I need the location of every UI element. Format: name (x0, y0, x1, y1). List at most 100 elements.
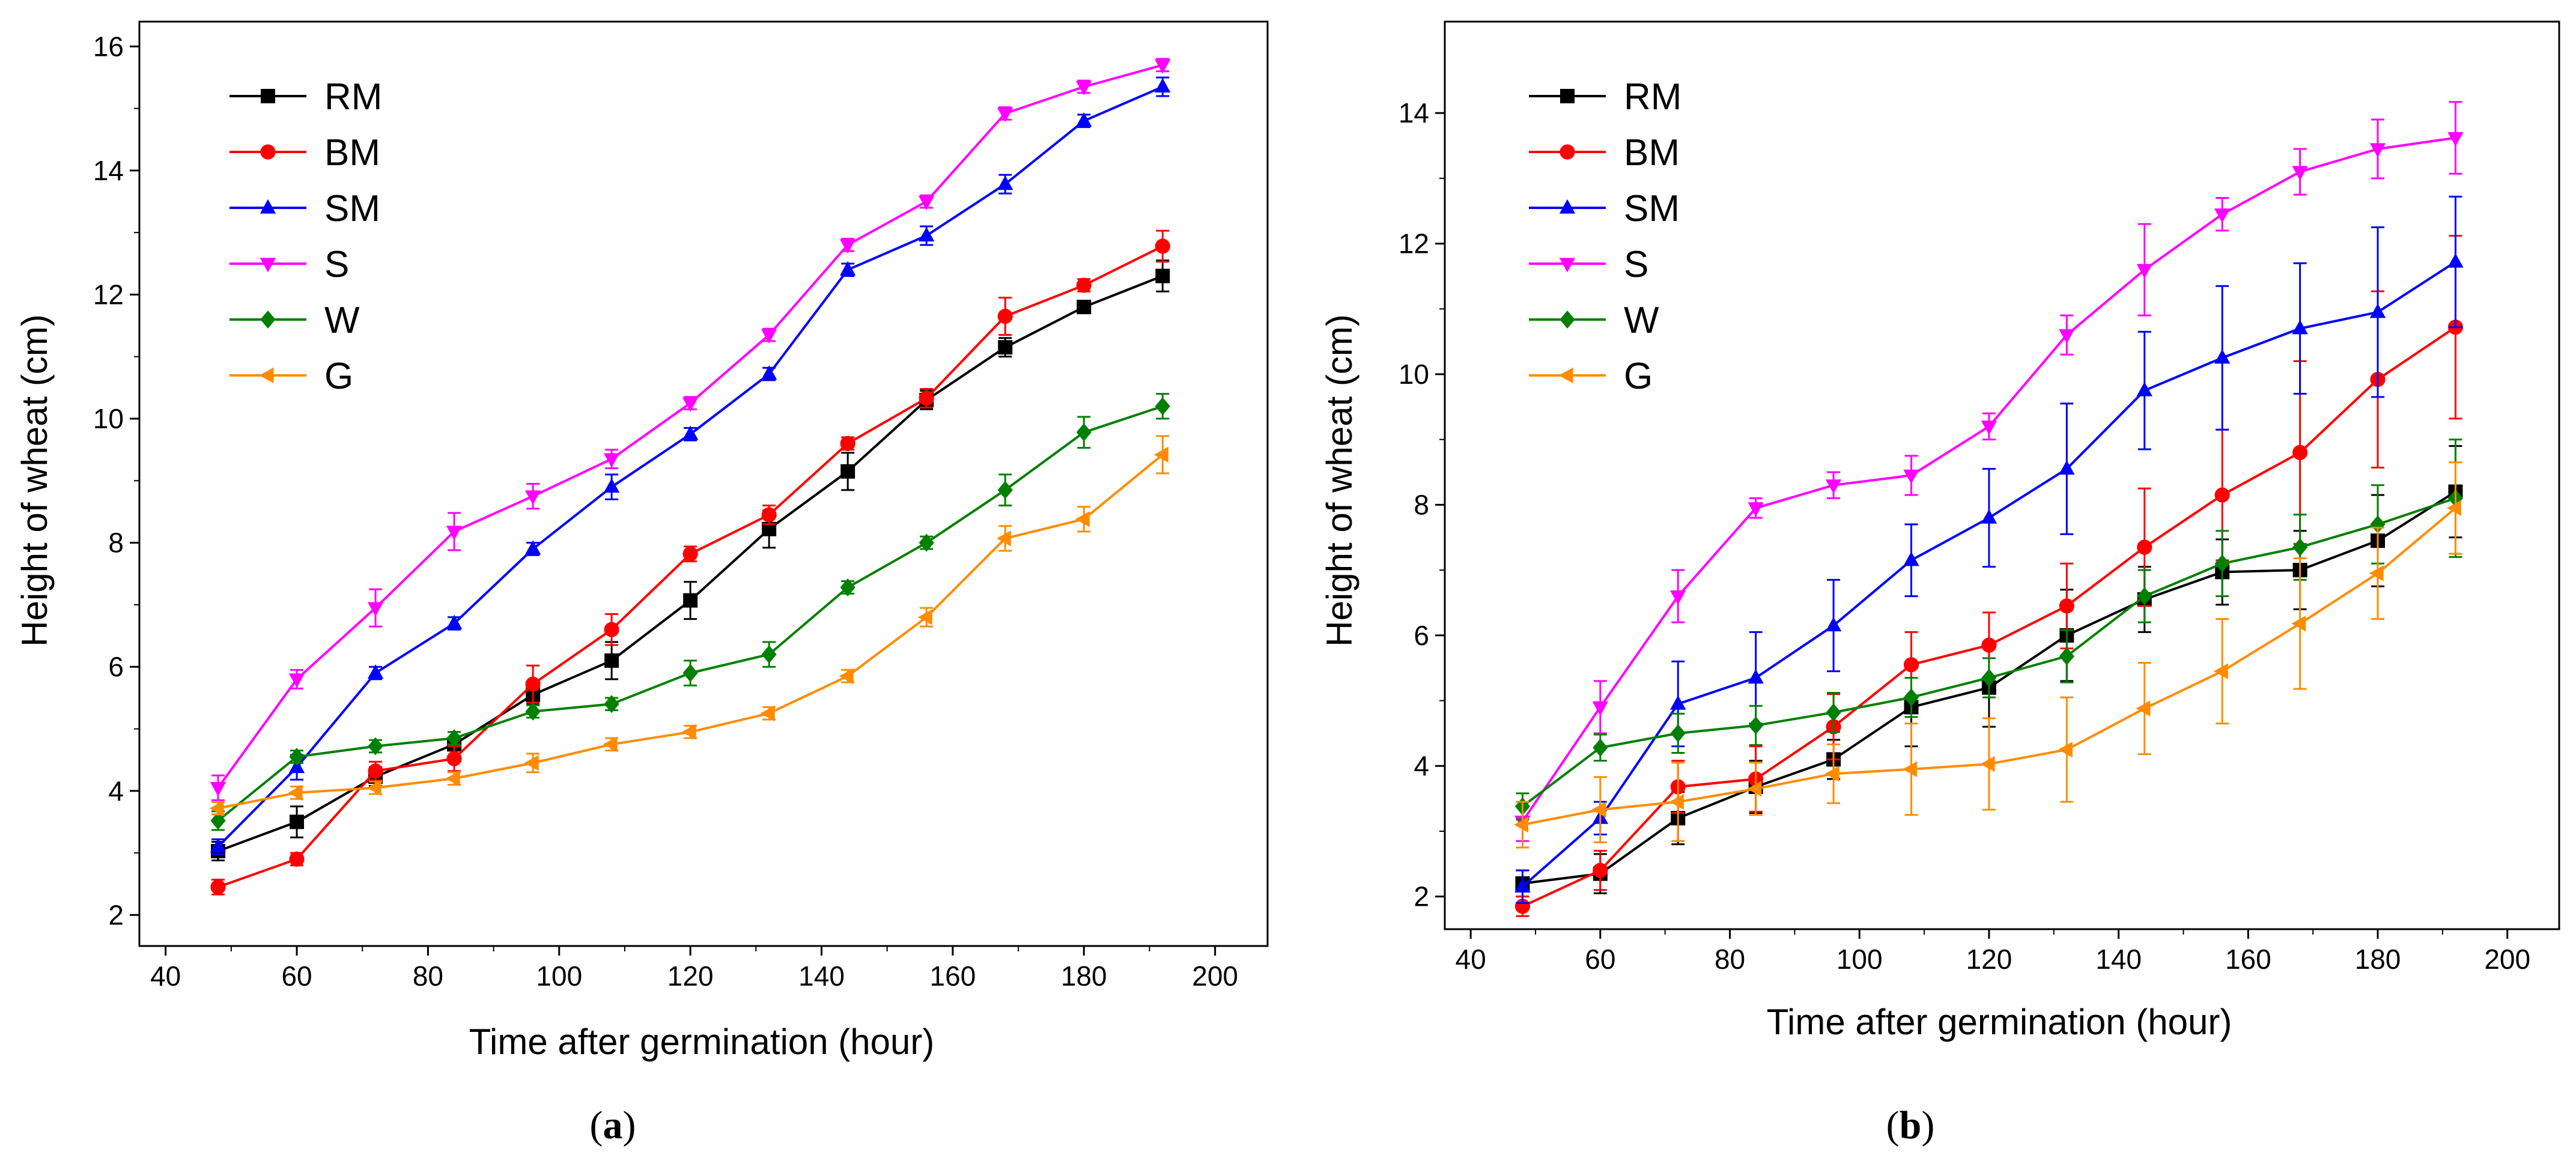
data-point-S-a (840, 239, 856, 254)
legend-item-S-b: S (1529, 244, 1648, 285)
data-point-RM-a (290, 814, 305, 829)
data-point-W-a (1076, 423, 1092, 441)
y-tick-label-b: 2 (1414, 881, 1429, 912)
chart-panel-b: 40 60 80 100 120 140 160 180 200 2 4 6 8 10 12 14 RM BM S… (1319, 20, 2560, 1147)
data-point-W-a (289, 747, 305, 766)
data-point-G-b (2447, 500, 2462, 517)
data-point-BM-b (2059, 598, 2074, 614)
legend-label-G-a: G (324, 356, 353, 397)
x-tick-label-b: 60 (1585, 944, 1615, 975)
series-G-b (1514, 461, 2462, 849)
data-point-G-a (524, 755, 539, 771)
data-point-RM-a (1155, 268, 1170, 283)
data-point-SM-b (2059, 460, 2075, 475)
data-point-S-b (2369, 143, 2386, 158)
data-point-W-a (997, 480, 1013, 499)
data-point-G-a (209, 800, 224, 816)
data-point-W-b (1826, 703, 1841, 722)
legend-label-BM-a: BM (324, 132, 380, 174)
y-tick-label-b: 10 (1399, 359, 1429, 390)
legend-label-W-b: W (1624, 300, 1659, 341)
x-tick-label-b: 40 (1456, 944, 1486, 975)
data-point-BM-a (997, 309, 1013, 324)
data-point-G-a (681, 724, 696, 740)
data-point-G-b (1591, 801, 1606, 818)
y-tick-label-a: 6 (108, 651, 124, 682)
legend-item-S-a: S (229, 244, 349, 285)
legend-marker-BM-b (1560, 144, 1575, 160)
x-tick-label-b: 180 (2355, 944, 2401, 975)
data-point-G-a (288, 784, 303, 801)
x-tick-label-a: 40 (150, 960, 181, 992)
data-point-BM-a (210, 879, 226, 895)
data-point-RM-a (762, 521, 777, 536)
data-point-W-a (919, 533, 934, 552)
caption-b: (b) (1886, 1103, 1935, 1147)
data-point-G-a (445, 770, 460, 787)
series-line-RM-a (217, 274, 1164, 852)
series-SM-b (1514, 195, 2464, 905)
data-point-SM-b (1903, 551, 1919, 566)
legend-item-RM-b: RM (1529, 76, 1681, 118)
legend-item-SM-a: SM (229, 188, 380, 229)
data-point-RM-a (998, 340, 1013, 355)
data-point-BM-b (1593, 862, 1608, 878)
data-point-W-a (604, 695, 619, 714)
data-point-BM-a (604, 622, 619, 637)
y-tick-label-b: 4 (1414, 750, 1429, 781)
x-tick-label-a: 120 (667, 960, 714, 992)
data-point-W-a (840, 578, 855, 596)
data-point-G-b (1747, 781, 1762, 797)
data-point-G-b (2291, 616, 2306, 632)
y-axis-title-a: Height of wheat (cm) (14, 314, 55, 647)
y-tick-label-b: 12 (1399, 228, 1429, 259)
legend-item-G-b: G (1529, 356, 1653, 397)
legend-label-S-a: S (324, 244, 349, 285)
data-point-SM-a (1076, 112, 1092, 127)
data-point-SM-b (1670, 695, 1686, 710)
data-point-SM-b (1514, 878, 1531, 893)
data-point-W-b (2370, 515, 2386, 534)
data-point-S-b (2292, 166, 2308, 181)
data-point-SM-b (2214, 349, 2231, 364)
series-W-a (210, 393, 1170, 831)
data-point-SM-b (2136, 381, 2152, 396)
data-point-S-b (2059, 329, 2075, 344)
data-point-BM-a (919, 390, 934, 406)
x-tick-label-a: 160 (930, 960, 976, 992)
data-point-S-a (446, 526, 463, 541)
data-point-SM-b (1748, 669, 1764, 684)
data-point-G-b (2136, 700, 2151, 717)
data-point-S-a (919, 195, 935, 210)
series-S-b (1514, 101, 2464, 842)
data-point-W-a (1155, 397, 1170, 416)
data-point-S-b (1825, 479, 1842, 494)
data-point-SM-a (446, 614, 463, 629)
data-point-S-a (997, 108, 1013, 123)
data-point-BM-a (1076, 277, 1092, 293)
legend-label-G-b: G (1624, 356, 1653, 397)
data-point-W-b (2292, 538, 2308, 557)
data-point-BM-b (2137, 539, 2152, 555)
data-point-S-b (1748, 502, 1764, 517)
x-tick-label-b: 100 (1836, 944, 1883, 975)
series-BM-a (210, 229, 1170, 896)
data-point-W-a (210, 811, 226, 830)
y-tick-label-a: 16 (93, 31, 124, 62)
legend-label-W-a: W (324, 300, 360, 341)
y-tick-label-a: 12 (93, 279, 124, 310)
data-point-S-b (1592, 701, 1609, 716)
data-point-G-a (366, 780, 381, 796)
data-point-W-b (2137, 587, 2152, 605)
x-tick-label-a: 200 (1192, 960, 1238, 992)
x-tick-label-b: 80 (1715, 944, 1745, 975)
data-point-G-b (1514, 816, 1529, 833)
series-S-a (210, 58, 1171, 801)
data-point-SM-a (210, 838, 226, 853)
legend-label-BM-b: BM (1624, 132, 1680, 174)
legend-item-BM-b: BM (1529, 132, 1680, 174)
legend-item-W-b: W (1529, 300, 1659, 341)
data-point-S-a (367, 602, 384, 617)
data-point-S-b (1981, 420, 1997, 435)
data-point-S-b (2136, 264, 2152, 279)
